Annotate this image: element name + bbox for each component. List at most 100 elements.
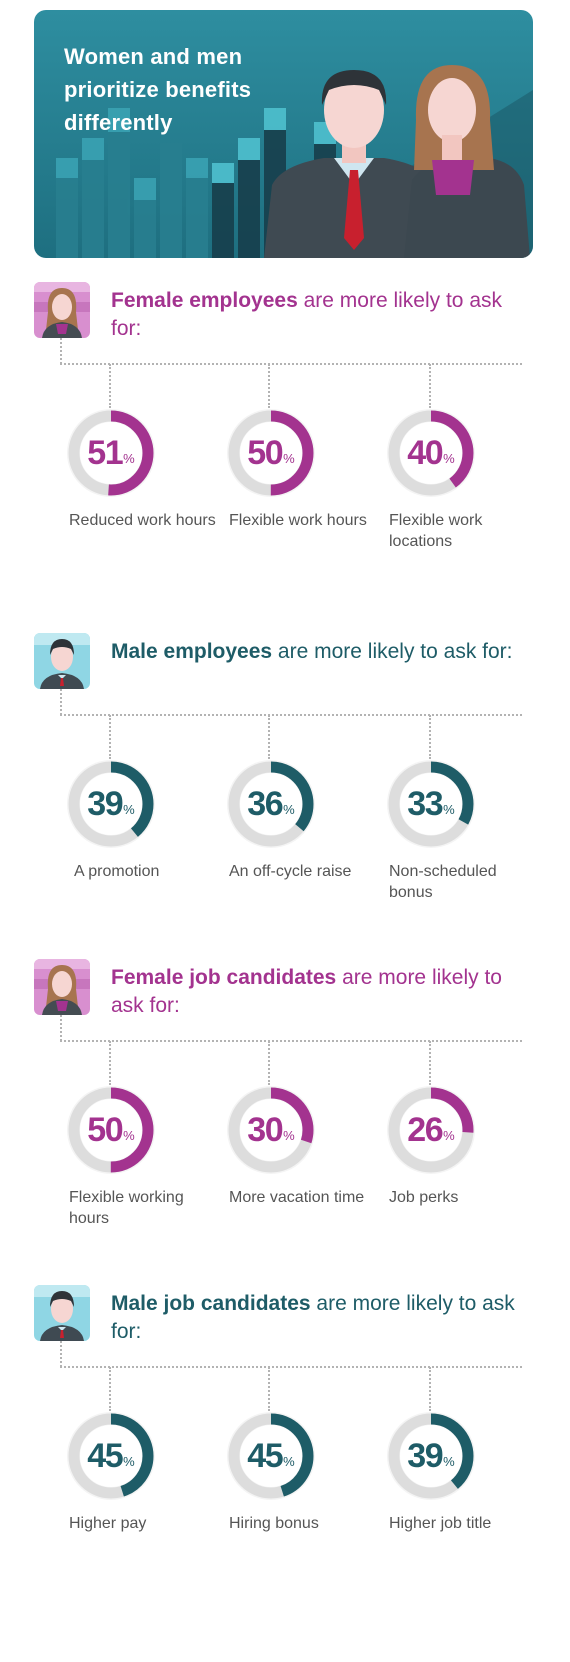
donut-arc (388, 410, 474, 496)
connector-line (60, 1015, 62, 1041)
donut-label: Job perks (389, 1189, 459, 1206)
donut-unit: % (443, 1453, 455, 1469)
donut-chart: 50% (66, 1085, 156, 1175)
male-avatar (34, 633, 90, 689)
connector-line (60, 1341, 62, 1367)
connector-line (109, 1041, 111, 1085)
donut-number: 45 (247, 1436, 283, 1475)
donut-arc (228, 1087, 314, 1173)
donut-chart: 30% (226, 1085, 316, 1175)
donut-value: 50% (66, 1085, 156, 1175)
connector-line (60, 1040, 522, 1042)
donut-unit: % (283, 1127, 295, 1143)
donut-unit: % (123, 450, 135, 466)
donut-chart: 36% (226, 759, 316, 849)
donut-label: Reduced work hours (69, 512, 216, 529)
man-figure (264, 70, 442, 258)
section-heading: Female employees are more likely to ask … (111, 287, 531, 343)
donut-number: 33 (407, 784, 443, 823)
section-heading: Female job candidates are more likely to… (111, 964, 531, 1020)
donut-arc (388, 1087, 474, 1173)
section-heading-rest: are more likely to ask for: (272, 640, 513, 663)
connector-line (268, 1041, 270, 1085)
donut-chart: 50% (226, 408, 316, 498)
donut-value: 39% (66, 759, 156, 849)
donut-unit: % (123, 1127, 135, 1143)
donut-label: Flexible work locations (389, 512, 483, 550)
donut-arc (68, 410, 154, 496)
connector-line (429, 1367, 431, 1411)
donut-unit: % (443, 801, 455, 817)
donut-label: More vacation time (229, 1189, 365, 1206)
banner-illustration (56, 65, 533, 258)
female-avatar (34, 959, 90, 1015)
donut-chart: 45% (66, 1411, 156, 1501)
donut-value: 30% (226, 1085, 316, 1175)
donut-chart: 39% (386, 1411, 476, 1501)
donut-unit: % (123, 1453, 135, 1469)
donut-number: 30 (247, 1110, 283, 1149)
male-avatar (34, 1285, 90, 1341)
donut-number: 45 (87, 1436, 123, 1475)
section-heading-rest: are more likely to ask for: (111, 966, 502, 1017)
connector-line (429, 715, 431, 759)
donut-arc (68, 1413, 154, 1499)
section-heading: Male employees are more likely to ask fo… (111, 638, 531, 666)
donut-chart: 26% (386, 1085, 476, 1175)
donut-value: 45% (226, 1411, 316, 1501)
connector-line (429, 364, 431, 408)
connector-line (268, 364, 270, 408)
connector-line (60, 714, 522, 716)
donut-value: 51% (66, 408, 156, 498)
connector-line (109, 715, 111, 759)
donut-chart: 51% (66, 408, 156, 498)
donut-chart: 33% (386, 759, 476, 849)
donut-label: Flexible working hours (69, 1189, 184, 1227)
donut-chart: 45% (226, 1411, 316, 1501)
donut-arc (68, 1087, 154, 1173)
connector-line (60, 363, 522, 365)
connector-line (60, 1366, 522, 1368)
donut-label: An off-cycle raise (229, 863, 352, 880)
connector-line (109, 1367, 111, 1411)
connector-line (429, 1041, 431, 1085)
donut-unit: % (443, 450, 455, 466)
donut-label: A promotion (74, 863, 160, 880)
donut-value: 33% (386, 759, 476, 849)
donut-unit: % (283, 1453, 295, 1469)
connector-line (60, 689, 62, 715)
section-heading-bold: Female employees (111, 289, 298, 312)
bar-graphic (56, 108, 336, 258)
woman-figure (404, 65, 530, 258)
connector-line (60, 338, 62, 364)
donut-value: 50% (226, 408, 316, 498)
banner-title: Women and men prioritize benefits differ… (64, 44, 252, 135)
donut-unit: % (123, 801, 135, 817)
donut-value: 39% (386, 1411, 476, 1501)
section-heading-bold: Male job candidates (111, 1292, 311, 1315)
donut-number: 51 (87, 433, 123, 472)
donut-chart: 40% (386, 408, 476, 498)
donut-arc (388, 761, 474, 847)
donut-arc (228, 410, 314, 496)
donut-unit: % (283, 801, 295, 817)
donut-label: Hiring bonus (229, 1515, 319, 1532)
donut-label: Flexible work hours (229, 512, 367, 529)
donut-value: 45% (66, 1411, 156, 1501)
connector-line (109, 364, 111, 408)
donut-number: 40 (407, 433, 443, 472)
section-heading: Male job candidates are more likely to a… (111, 1290, 531, 1346)
female-avatar (34, 282, 90, 338)
donut-number: 50 (87, 1110, 123, 1149)
donut-label: Non-scheduled bonus (389, 863, 497, 901)
donut-number: 39 (87, 784, 123, 823)
donut-unit: % (283, 450, 295, 466)
donut-unit: % (443, 1127, 455, 1143)
donut-arc (228, 1413, 314, 1499)
connector-line (268, 715, 270, 759)
donut-arc (68, 761, 154, 847)
donut-chart: 39% (66, 759, 156, 849)
section-heading-bold: Male employees (111, 640, 273, 663)
donut-value: 36% (226, 759, 316, 849)
section-heading-bold: Female job candidates (111, 966, 337, 989)
